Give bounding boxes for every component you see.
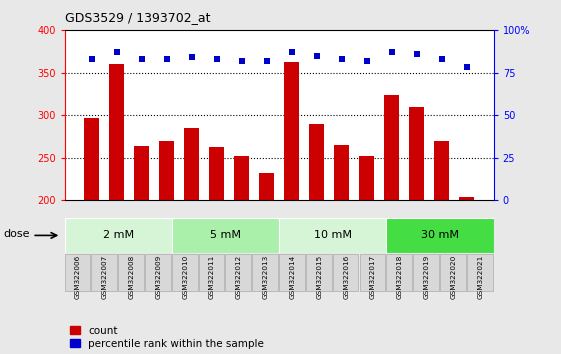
Text: GSM322011: GSM322011 [209,255,215,299]
FancyBboxPatch shape [172,218,279,253]
FancyBboxPatch shape [118,254,144,291]
Legend: count, percentile rank within the sample: count, percentile rank within the sample [70,326,264,349]
Point [262,58,271,63]
Text: GDS3529 / 1393702_at: GDS3529 / 1393702_at [65,11,210,24]
Text: 5 mM: 5 mM [210,230,241,240]
Bar [159,141,174,200]
Text: GSM322017: GSM322017 [370,255,376,299]
Text: GSM322016: GSM322016 [343,255,349,299]
Point [287,49,296,55]
Bar [259,173,274,200]
Point [162,56,171,62]
FancyBboxPatch shape [440,254,466,291]
FancyBboxPatch shape [145,254,171,291]
FancyBboxPatch shape [279,254,305,291]
Text: 2 mM: 2 mM [103,230,134,240]
Bar [409,107,424,200]
Bar [434,141,449,200]
Text: GSM322009: GSM322009 [155,255,162,299]
Point [312,53,321,58]
Point [387,49,396,55]
Text: GSM322020: GSM322020 [450,255,457,299]
Point [462,65,471,70]
Text: 10 mM: 10 mM [314,230,352,240]
FancyBboxPatch shape [279,218,387,253]
FancyBboxPatch shape [413,254,439,291]
Bar [184,128,199,200]
Text: GSM322021: GSM322021 [477,255,483,299]
FancyBboxPatch shape [65,254,90,291]
FancyBboxPatch shape [65,218,172,253]
Point [112,49,121,55]
Point [237,58,246,63]
FancyBboxPatch shape [252,254,278,291]
Point [212,56,221,62]
Bar [209,147,224,200]
Point [87,56,96,62]
Text: GSM322007: GSM322007 [102,255,108,299]
Bar [384,95,399,200]
FancyBboxPatch shape [306,254,332,291]
FancyBboxPatch shape [360,254,385,291]
Text: GSM322019: GSM322019 [424,255,430,299]
Bar [284,62,299,200]
FancyBboxPatch shape [333,254,358,291]
Bar [309,124,324,200]
Text: 30 mM: 30 mM [421,230,459,240]
Text: GSM322010: GSM322010 [182,255,188,299]
FancyBboxPatch shape [172,254,197,291]
FancyBboxPatch shape [91,254,117,291]
Bar [334,145,349,200]
Point [187,55,196,60]
FancyBboxPatch shape [199,254,224,291]
FancyBboxPatch shape [467,254,493,291]
Bar [234,156,249,200]
Bar [134,145,149,200]
Text: GSM322012: GSM322012 [236,255,242,299]
Bar [459,196,474,200]
Text: GSM322015: GSM322015 [316,255,323,299]
Text: GSM322014: GSM322014 [289,255,296,299]
Bar [84,119,99,200]
Point [412,51,421,57]
FancyBboxPatch shape [387,254,412,291]
Text: GSM322013: GSM322013 [263,255,269,299]
Bar [359,156,374,200]
Point [337,56,346,62]
FancyBboxPatch shape [387,218,494,253]
FancyBboxPatch shape [226,254,251,291]
Text: dose: dose [3,229,30,239]
Point [137,56,146,62]
Text: GSM322006: GSM322006 [75,255,81,299]
Text: GSM322008: GSM322008 [128,255,135,299]
Bar [109,64,124,200]
Text: GSM322018: GSM322018 [397,255,403,299]
Point [362,58,371,63]
Point [437,56,446,62]
